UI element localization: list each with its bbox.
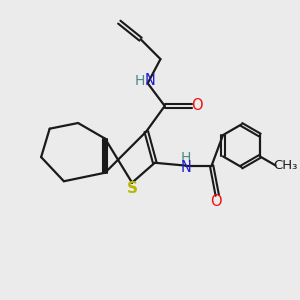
Text: CH₃: CH₃ (273, 159, 298, 172)
Text: O: O (191, 98, 202, 113)
Text: H: H (134, 74, 145, 88)
Text: H: H (181, 151, 191, 165)
Text: S: S (127, 182, 138, 196)
Text: N: N (145, 74, 155, 88)
Text: O: O (210, 194, 222, 209)
Text: N: N (181, 160, 191, 175)
